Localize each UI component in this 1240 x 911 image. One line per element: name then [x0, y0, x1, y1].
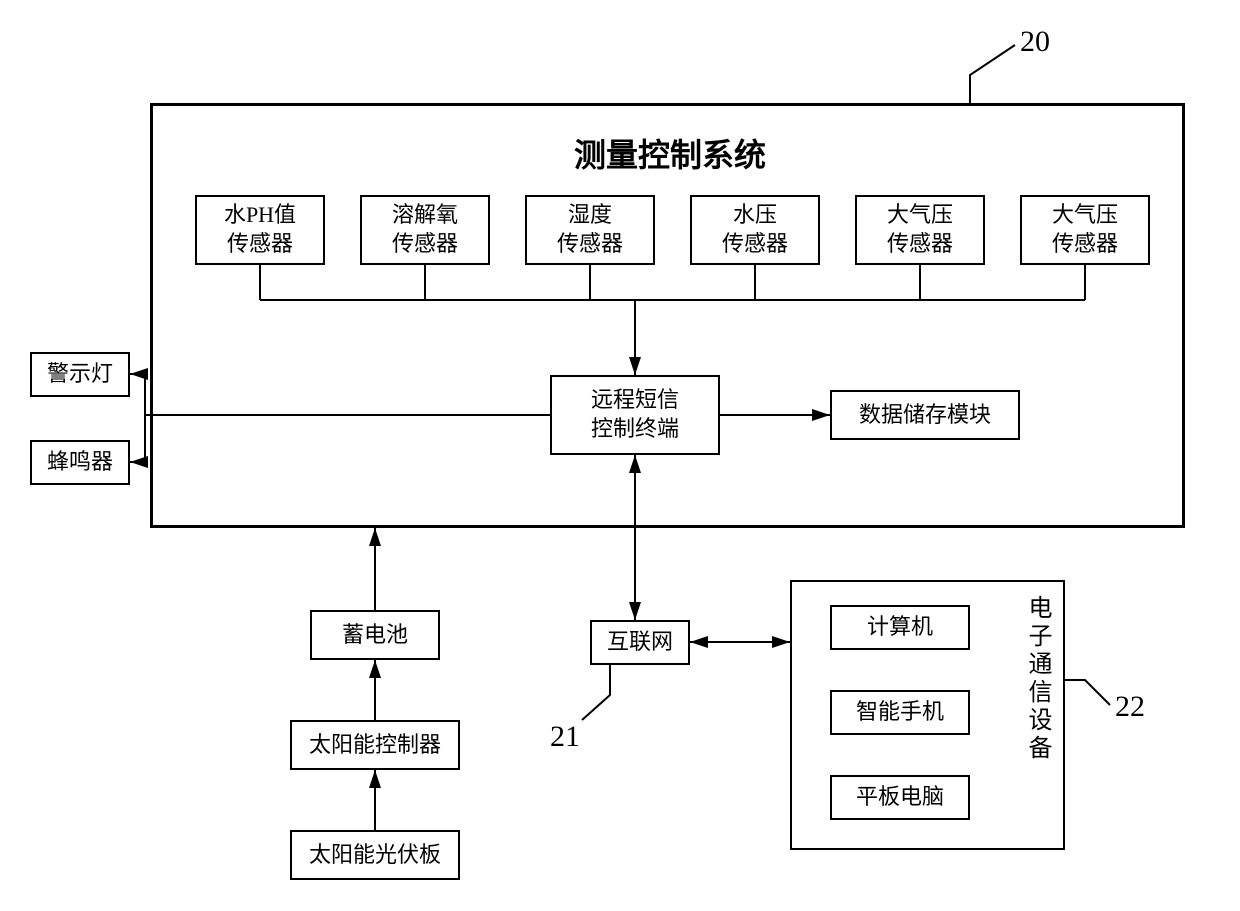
- annotation-22: 22: [1115, 690, 1145, 724]
- annotation-20: 20: [1020, 25, 1050, 59]
- alarm-light-box: 警示灯: [30, 352, 130, 397]
- sensor-water-pressure: 水压 传感器: [690, 195, 820, 265]
- system-title: 测量控制系统: [500, 130, 840, 176]
- device-computer: 计算机: [830, 605, 970, 650]
- storage-box: 数据储存模块: [830, 390, 1020, 440]
- buzzer-box: 蜂鸣器: [30, 440, 130, 485]
- solar-panel-box: 太阳能光伏板: [290, 830, 460, 880]
- devices-title: 电子通信设备: [1020, 595, 1055, 835]
- sensor-do: 溶解氧 传感器: [360, 195, 490, 265]
- sensor-atm2: 大气压 传感器: [1020, 195, 1150, 265]
- solar-controller-box: 太阳能控制器: [290, 720, 460, 770]
- battery-box: 蓄电池: [310, 610, 440, 660]
- device-smartphone: 智能手机: [830, 690, 970, 735]
- sensor-humidity: 湿度 传感器: [525, 195, 655, 265]
- annotation-21: 21: [550, 720, 580, 754]
- sensor-ph: 水PH值 传感器: [195, 195, 325, 265]
- terminal-box: 远程短信 控制终端: [550, 375, 720, 455]
- device-tablet: 平板电脑: [830, 775, 970, 820]
- internet-box: 互联网: [590, 620, 690, 665]
- sensor-atm1: 大气压 传感器: [855, 195, 985, 265]
